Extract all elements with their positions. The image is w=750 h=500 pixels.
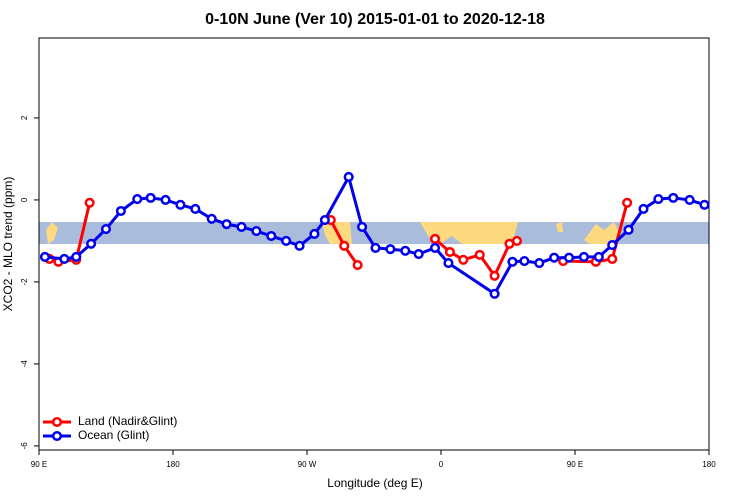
y-tick-label: 0 <box>20 197 29 202</box>
point <box>607 239 618 251</box>
point <box>221 219 232 230</box>
point <box>251 226 262 237</box>
point <box>236 221 247 233</box>
point <box>668 192 679 203</box>
point <box>281 235 292 246</box>
point <box>84 197 95 208</box>
y-tick-label: -4 <box>20 360 29 368</box>
point <box>175 199 186 210</box>
point <box>294 240 305 251</box>
point <box>638 203 649 214</box>
chart-title: 0-10N June (Ver 10) 2015-01-01 to 2020-1… <box>205 11 545 28</box>
point <box>100 223 112 235</box>
point <box>86 238 97 249</box>
point <box>623 224 634 235</box>
x-tick-label: 90 W <box>298 460 317 469</box>
point <box>578 251 589 262</box>
y-tick-label: -2 <box>20 278 29 286</box>
point <box>319 214 330 226</box>
point <box>563 252 575 263</box>
point <box>549 252 560 263</box>
point <box>206 213 217 224</box>
point <box>145 192 156 203</box>
point <box>443 258 454 269</box>
legend-marker <box>51 430 63 442</box>
point <box>489 288 500 299</box>
point <box>607 253 618 265</box>
x-axis-label: Longitude (deg E) <box>327 476 422 490</box>
point <box>400 245 411 256</box>
point <box>370 242 381 253</box>
point <box>429 242 441 253</box>
point <box>115 205 126 217</box>
point <box>266 230 277 242</box>
point <box>160 194 171 205</box>
point <box>357 221 368 233</box>
x-tick-label: 0 <box>439 460 444 469</box>
point <box>190 203 201 214</box>
point <box>59 253 70 265</box>
point <box>684 194 695 205</box>
x-tick-label: 180 <box>166 460 180 469</box>
point <box>339 240 350 251</box>
legend-label: Land (Nadir&Glint) <box>78 414 177 428</box>
x-tick-label: 90 E <box>31 460 47 469</box>
point <box>132 194 143 205</box>
point <box>71 251 82 262</box>
point <box>444 246 455 258</box>
legend-label: Ocean (Glint) <box>78 428 149 442</box>
point <box>309 228 320 240</box>
point <box>593 251 604 262</box>
point <box>413 248 424 260</box>
point <box>343 171 354 183</box>
point <box>458 254 469 265</box>
point <box>489 270 500 281</box>
point <box>653 194 664 205</box>
map-underlay <box>39 222 709 244</box>
point <box>534 258 545 269</box>
y-axis-label: XCO2 - MLO trend (ppm) <box>1 177 15 312</box>
plot-frame <box>38 37 710 451</box>
x-tick-label: 180 <box>702 460 716 469</box>
point <box>622 197 633 208</box>
point <box>519 255 530 267</box>
point <box>352 260 363 271</box>
point <box>507 256 518 267</box>
y-tick-label: 2 <box>20 115 29 120</box>
point <box>385 244 396 255</box>
legend-marker <box>51 416 63 428</box>
point <box>699 199 710 210</box>
x-tick-label: 90 E <box>567 460 583 469</box>
point <box>429 233 441 244</box>
point <box>511 235 522 246</box>
y-tick-label: -6 <box>20 442 29 450</box>
point <box>39 251 51 262</box>
point <box>474 249 485 260</box>
